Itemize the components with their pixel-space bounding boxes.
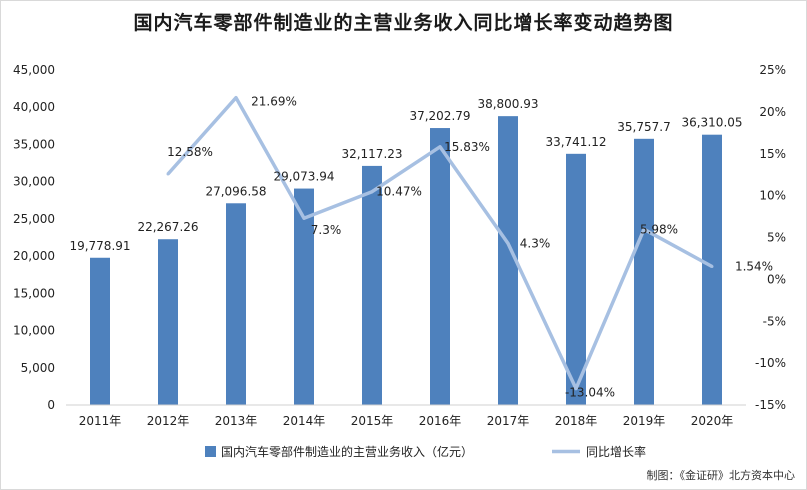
x-tick-label: 2011年 [79,414,122,428]
line-point [370,190,374,194]
line-value-label: 4.3% [520,236,551,250]
line-value-label: 21.69% [251,95,297,109]
x-tick-label: 2016年 [419,414,462,428]
x-tick-label: 2017年 [487,414,530,428]
bar [90,257,110,405]
bar [566,153,586,405]
x-tick-label: 2020年 [691,414,734,428]
y-left-tick-label: 25,000 [13,212,55,226]
bar [158,239,178,405]
data-labels: 19,778.91 22,267.26 27,096.58 29,073.94 32,1… [69,95,773,400]
line-point [642,227,646,231]
line-point [506,241,510,245]
bar-value-label: 33,741.12 [545,135,606,149]
y-right-tick-label: 5% [767,231,786,245]
bar-value-label: 19,778.91 [69,239,130,253]
line-point [710,264,714,268]
y-right-tick-label: -10% [755,356,786,370]
bar-series [90,116,722,406]
y-left-tick-label: 0 [47,398,55,412]
bar-value-label: 29,073.94 [273,170,334,184]
y-right-tick-label: 15% [759,147,786,161]
line-point [574,387,578,391]
bar-value-label: 35,757.7 [617,120,670,134]
bar [430,128,450,405]
bar-value-label: 22,267.26 [137,220,198,234]
line-point [438,145,442,149]
line-point [234,96,238,100]
y-right-tick-label: 25% [759,63,786,77]
bar-value-label: 27,096.58 [205,184,266,198]
legend-label-line: 同比增长率 [586,444,646,459]
legend-label-bar: 国内汽车零部件制造业的主营业务收入（亿元） [221,444,473,459]
axes: 0 5,000 10,000 15,000 20,000 25,000 30,000 35,0… [13,63,786,428]
bar [226,203,246,405]
bar-value-label: 36,310.05 [681,116,742,130]
bar [634,138,654,406]
x-tick-label: 2012年 [147,414,190,428]
y-left-tick-label: 30,000 [13,175,55,189]
y-left-tick-label: 45,000 [13,63,55,77]
line-value-label: 12.58% [167,145,213,159]
bar-value-label: 32,117.23 [341,147,402,161]
y-right-tick-label: 0% [767,272,786,286]
line-value-label: 1.54% [735,259,773,273]
chart-title: 国内汽车零部件制造业的主营业务收入同比增长率变动趋势图 [133,12,674,34]
x-tick-label: 2018年 [555,414,598,428]
bar [362,165,382,405]
bar-value-label: 38,800.93 [477,97,538,111]
line-value-label: 5.98% [640,222,678,236]
bar [702,134,722,406]
x-tick-label: 2019年 [623,414,666,428]
y-right-tick-label: 10% [759,189,786,203]
y-left-tick-label: 15,000 [13,286,55,300]
line-value-label: 15.83% [444,140,490,154]
line-point [166,172,170,176]
y-left-tick-label: 20,000 [13,249,55,263]
y-left-tick-label: 40,000 [13,100,55,114]
legend-swatch-bar [205,446,216,457]
bar [294,188,314,405]
legend: 国内汽车零部件制造业的主营业务收入（亿元） 同比增长率 [205,444,646,459]
line-value-label: -13.04% [565,386,615,400]
y-right-tick-label: -5% [763,314,786,328]
y-left-tick-label: 35,000 [13,137,55,151]
line-value-label: 7.3% [311,223,342,237]
bar-value-label: 37,202.79 [409,109,470,123]
y-left-tick-label: 10,000 [13,324,55,338]
line-point [302,216,306,220]
y-right-tick-label: -15% [755,398,786,412]
line-series [166,95,714,391]
line-value-label: 10.47% [376,185,422,199]
y-right-tick-label: 20% [759,105,786,119]
y-left-tick-label: 5,000 [21,361,55,375]
x-tick-label: 2014年 [283,414,326,428]
credit-text: 制图：《金证研》北方资本中心 [646,469,796,482]
x-tick-label: 2015年 [351,414,394,428]
bar [498,116,518,406]
x-tick-label: 2013年 [215,414,258,428]
